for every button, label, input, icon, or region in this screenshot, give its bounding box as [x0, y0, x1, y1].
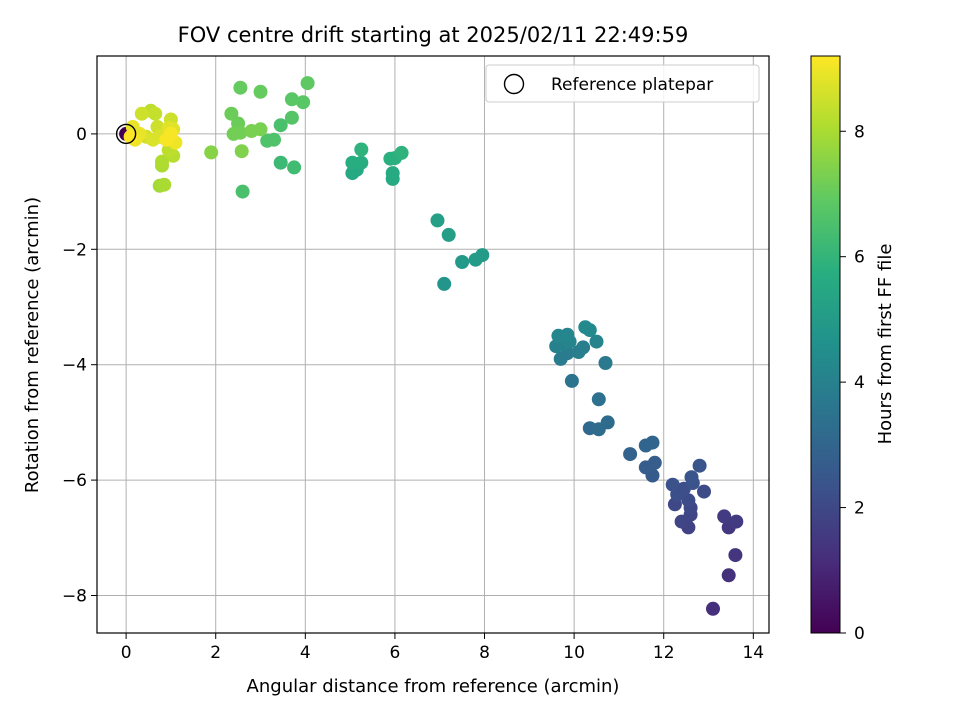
x-tick-label: 12 [653, 643, 675, 663]
data-point [729, 514, 744, 529]
data-point [598, 356, 613, 370]
data-point [455, 255, 470, 269]
x-axis-ticks: 0 2 4 6 8 10 12 14 [121, 633, 764, 663]
y-tick-label: −8 [62, 586, 87, 606]
legend-box [485, 64, 760, 103]
data-point [260, 133, 275, 148]
legend-marker-icon [503, 73, 525, 95]
data-point [385, 166, 400, 181]
data-point [273, 155, 288, 170]
y-tick-label: −2 [62, 240, 87, 260]
colorbar-tick-label: 8 [854, 122, 865, 142]
colorbar-tick-label: 0 [854, 624, 865, 644]
y-tick-label: −6 [62, 471, 87, 491]
data-point [582, 323, 597, 338]
plot-background [97, 56, 769, 633]
colorbar-label: Hours from first FF file [875, 244, 896, 445]
chart-title: FOV centre drift starting at 2025/02/11 … [178, 23, 689, 47]
data-point [647, 455, 662, 470]
data-point [300, 76, 315, 91]
x-tick-label: 6 [390, 643, 401, 663]
data-point [591, 392, 606, 407]
data-point [600, 415, 615, 430]
colorbar: 0 2 4 6 8 Hours from first FF file [810, 55, 896, 644]
data-point [441, 227, 456, 242]
data-point [589, 334, 604, 349]
y-axis-ticks: −8 −6 −4 −2 0 [62, 125, 97, 606]
x-tick-label: 4 [300, 643, 311, 663]
data-point [430, 213, 445, 228]
data-point [224, 106, 239, 121]
data-point [560, 327, 575, 342]
data-point [564, 373, 579, 388]
x-axis-label: Angular distance from reference (arcmin) [247, 676, 620, 697]
y-axis-label: Rotation from reference (arcmin) [22, 197, 43, 493]
data-point [728, 548, 743, 563]
data-point [284, 110, 299, 125]
plot-frame [96, 55, 770, 634]
colorbar-gradient [810, 55, 841, 634]
reference-marker [115, 123, 137, 145]
data-point [284, 92, 299, 107]
data-point [681, 493, 696, 508]
data-point [354, 155, 369, 170]
data-point [692, 458, 707, 473]
x-tick-label: 2 [210, 643, 221, 663]
legend: Reference platepar [485, 64, 760, 103]
y-tick-label: 0 [76, 125, 87, 145]
data-point [148, 106, 163, 121]
colorbar-tick-label: 2 [854, 499, 865, 519]
data-point [697, 484, 711, 499]
data-point [706, 601, 720, 616]
data-point [123, 129, 138, 144]
data-point [235, 184, 250, 199]
data-point [665, 477, 680, 492]
reference-point [115, 123, 137, 145]
x-tick-label: 0 [121, 643, 132, 663]
data-point [253, 122, 268, 137]
data-point [234, 144, 249, 159]
data-point [354, 142, 369, 157]
data-point [204, 145, 219, 160]
data-point [233, 80, 248, 95]
data-point [296, 95, 311, 110]
y-tick-label: −4 [62, 356, 87, 376]
data-point [157, 177, 172, 192]
data-point [576, 340, 591, 355]
data-point [623, 447, 638, 462]
data-point [273, 118, 288, 133]
x-tick-label: 14 [742, 643, 764, 663]
scatter-points [119, 76, 744, 616]
data-point [475, 248, 490, 263]
data-point [684, 470, 699, 485]
data-point [437, 276, 452, 291]
data-point [394, 145, 409, 160]
data-point [253, 84, 268, 99]
data-point [721, 568, 736, 583]
x-tick-label: 10 [563, 643, 585, 663]
colorbar-tick-label: 4 [854, 373, 865, 393]
data-point [645, 435, 660, 450]
data-point [717, 509, 732, 524]
x-tick-label: 8 [479, 643, 490, 663]
data-point [155, 154, 169, 169]
data-point [134, 106, 149, 121]
colorbar-ticks: 0 2 4 6 8 [840, 122, 865, 644]
colorbar-tick-label: 6 [854, 248, 865, 268]
data-point [287, 160, 302, 175]
legend-entry: Reference platepar [551, 75, 713, 95]
data-point [163, 126, 178, 141]
data-point [233, 125, 248, 140]
